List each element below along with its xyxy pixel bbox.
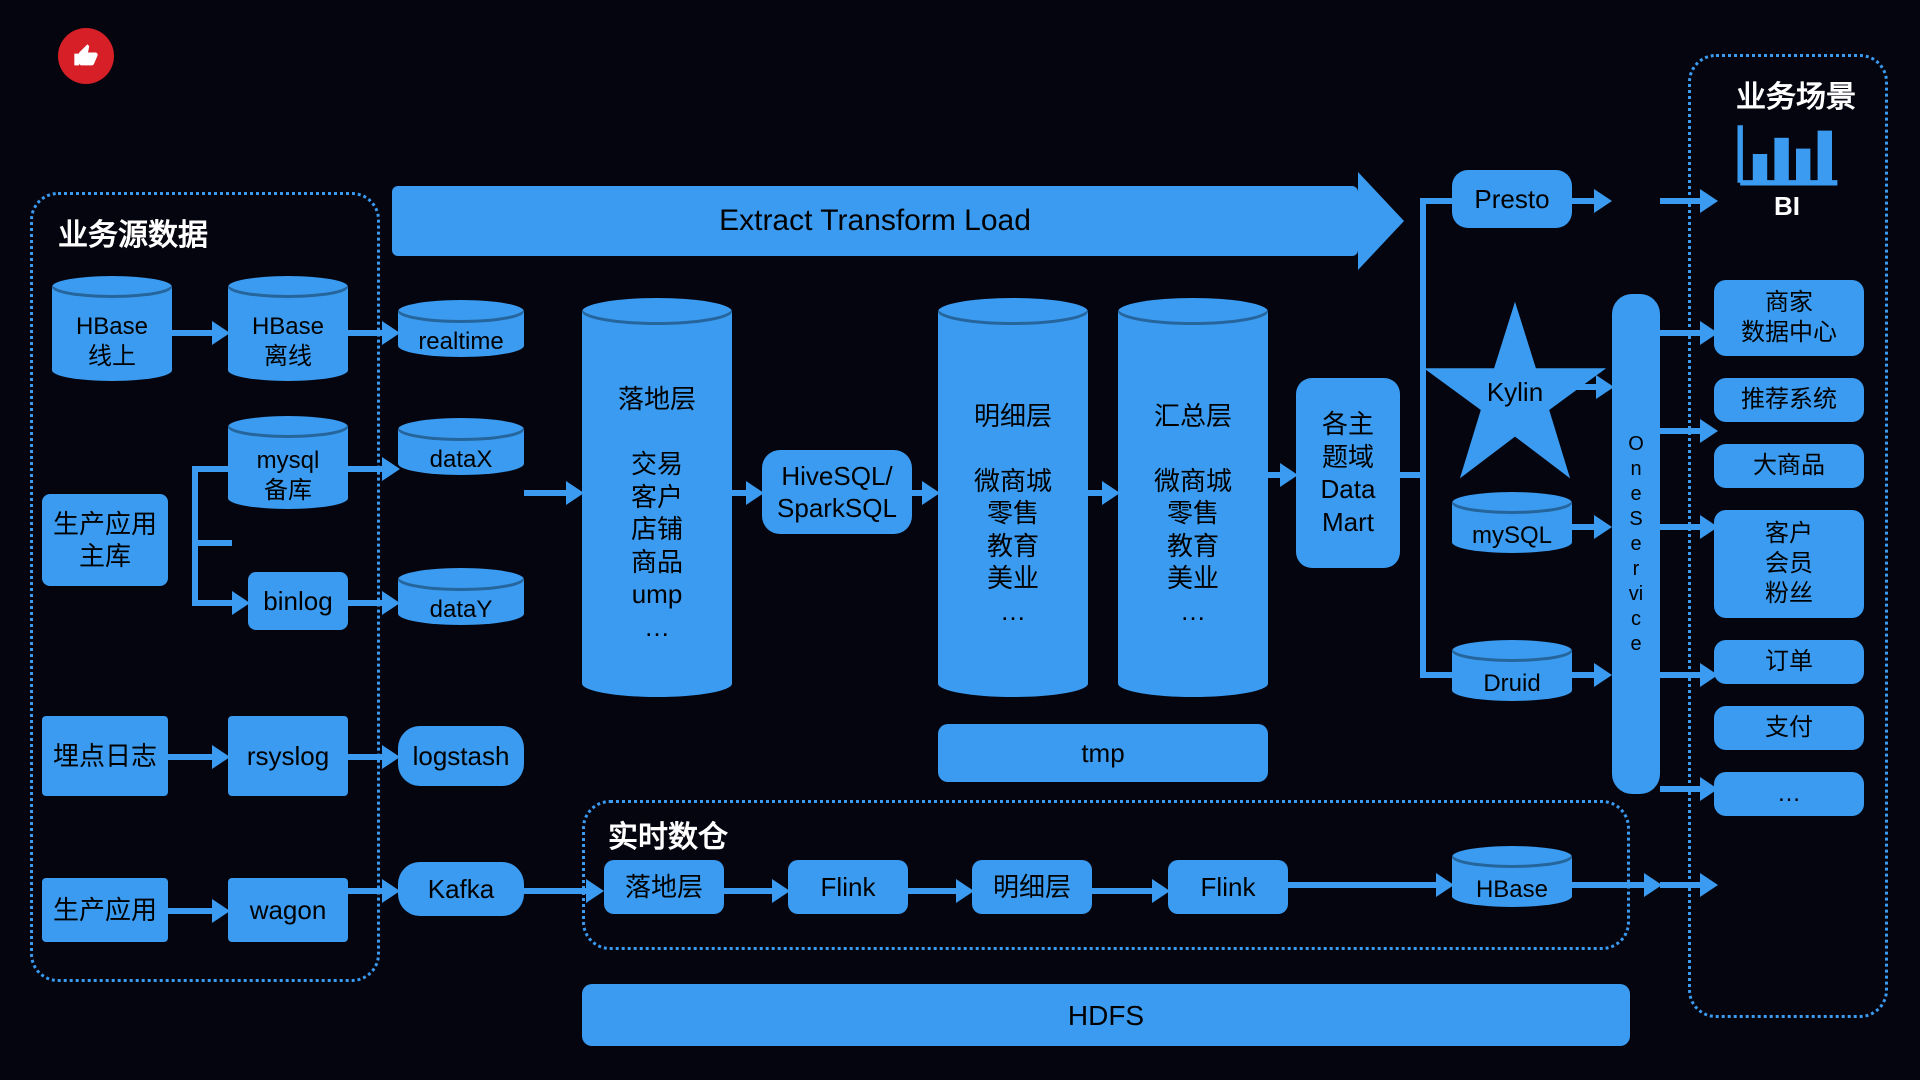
- connector-seg-4: [1420, 198, 1456, 204]
- arrow-4: [168, 754, 212, 760]
- arrow-23: [524, 888, 586, 894]
- kylin-star: Kylin: [1420, 296, 1610, 486]
- arrow-3: [348, 600, 382, 606]
- etl-arrowhead: [1358, 172, 1404, 270]
- realtime-cyl: realtime: [398, 300, 524, 368]
- connector-seg-2: [1420, 198, 1426, 676]
- scenario-item-3: 客户 会员 粉丝: [1714, 510, 1864, 618]
- arrow-13: [1572, 198, 1594, 204]
- summary-cyl-label: 汇总层 微商城 零售 教育 美业 …: [1118, 317, 1268, 710]
- landing-cyl: 落地层 交易 客户 店铺 商品 ump …: [582, 298, 732, 710]
- arrow-16: [1660, 330, 1700, 336]
- datay-cyl-label: dataY: [398, 584, 524, 636]
- realtime-cyl-label: realtime: [398, 316, 524, 368]
- oneservice: O n e S e r vi c e: [1612, 294, 1660, 794]
- landing-rt: 落地层: [604, 860, 724, 914]
- logo-icon: [58, 28, 114, 84]
- panel-title-realtime: 实时数仓: [608, 812, 728, 856]
- arrow-24: [724, 888, 772, 894]
- rsyslog: rsyslog: [228, 716, 348, 796]
- arrow-17: [1660, 428, 1700, 434]
- connector-seg-5: [1420, 672, 1456, 678]
- hbase-out: HBase: [1452, 846, 1572, 918]
- scenario-item-1: 推荐系统: [1714, 378, 1864, 422]
- arrow-11: [1088, 490, 1102, 496]
- arrow-0: [172, 330, 212, 336]
- datay-cyl: dataY: [398, 568, 524, 636]
- scenario-item-6: …: [1714, 772, 1864, 816]
- binlog: binlog: [248, 572, 348, 630]
- detail-rt: 明细层: [972, 860, 1092, 914]
- panel-title-scenarios: 业务场景: [1736, 72, 1856, 116]
- datax-cyl-label: dataX: [398, 434, 524, 486]
- bi-label: BI: [1720, 192, 1854, 220]
- arrow-15: [1660, 198, 1700, 204]
- arrow-5: [348, 754, 382, 760]
- arrow-branch-0: [192, 466, 232, 472]
- flink1: Flink: [788, 860, 908, 914]
- arrow-26: [1092, 888, 1152, 894]
- panel-title-sources: 业务源数据: [58, 210, 208, 254]
- arrow-29: [1572, 672, 1594, 678]
- hbase-online-label: HBase 线上: [52, 291, 172, 392]
- arrow-9: [732, 490, 746, 496]
- arrow-27: [1288, 882, 1436, 888]
- prod-db: 生产应用 主库: [42, 494, 168, 586]
- arrow-22: [1576, 384, 1596, 390]
- wagon: wagon: [228, 878, 348, 942]
- arrow-19: [1660, 672, 1700, 678]
- track-log: 埋点日志: [42, 716, 168, 796]
- landing-cyl-label: 落地层 交易 客户 店铺 商品 ump …: [582, 317, 732, 710]
- arrow-12: [1268, 472, 1280, 478]
- hbase-online: HBase 线上: [52, 276, 172, 392]
- arrow-10: [912, 490, 922, 496]
- scenario-item-2: 大商品: [1714, 444, 1864, 488]
- hbase-offline: HBase 离线: [228, 276, 348, 392]
- etl-arrow: Extract Transform Load: [392, 186, 1358, 256]
- scenario-item-0: 商家 数据中心: [1714, 280, 1864, 356]
- connector-seg-3: [1400, 472, 1426, 478]
- druid-out: Druid: [1452, 640, 1572, 712]
- detail-cyl: 明细层 微商城 零售 教育 美业 …: [938, 298, 1088, 710]
- detail-cyl-label: 明细层 微商城 零售 教育 美业 …: [938, 317, 1088, 710]
- druid-out-label: Druid: [1452, 655, 1572, 712]
- prod-app: 生产应用: [42, 878, 168, 942]
- hbase-out-label: HBase: [1452, 861, 1572, 918]
- arrow-6: [168, 908, 212, 914]
- hdfs-bar: HDFS: [582, 984, 1630, 1046]
- arrow-branch-1: [192, 600, 232, 606]
- hivesql: HiveSQL/ SparkSQL: [762, 450, 912, 534]
- summary-cyl: 汇总层 微商城 零售 教育 美业 …: [1118, 298, 1268, 710]
- scenario-item-5: 支付: [1714, 706, 1864, 750]
- arrow-7: [348, 888, 382, 894]
- datax-cyl: dataX: [398, 418, 524, 486]
- mysql-out: mySQL: [1452, 492, 1572, 564]
- scenario-item-4: 订单: [1714, 640, 1864, 684]
- arrow-20: [1660, 786, 1700, 792]
- arrow-1: [348, 330, 382, 336]
- flink2: Flink: [1168, 860, 1288, 914]
- hbase-offline-label: HBase 离线: [228, 291, 348, 392]
- mysql-out-label: mySQL: [1452, 507, 1572, 564]
- tmp: tmp: [938, 724, 1268, 782]
- diagram-stage: 业务源数据实时数仓 业务场景 Extract Transform Load HDFS H…: [0, 0, 1920, 1080]
- connector-seg-1: [192, 540, 232, 546]
- arrow-8: [524, 490, 566, 496]
- arrow-21: [1660, 882, 1700, 888]
- arrow-14: [1572, 524, 1594, 530]
- kafka: Kafka: [398, 862, 524, 916]
- presto: Presto: [1452, 170, 1572, 228]
- arrow-28: [1572, 882, 1644, 888]
- arrow-2: [348, 466, 382, 472]
- datamart: 各主 题域 Data Mart: [1296, 378, 1400, 568]
- arrow-25: [908, 888, 956, 894]
- kylin-label: Kylin: [1420, 372, 1610, 412]
- arrow-18: [1660, 524, 1700, 530]
- connector-seg-0: [192, 466, 198, 602]
- logstash: logstash: [398, 726, 524, 786]
